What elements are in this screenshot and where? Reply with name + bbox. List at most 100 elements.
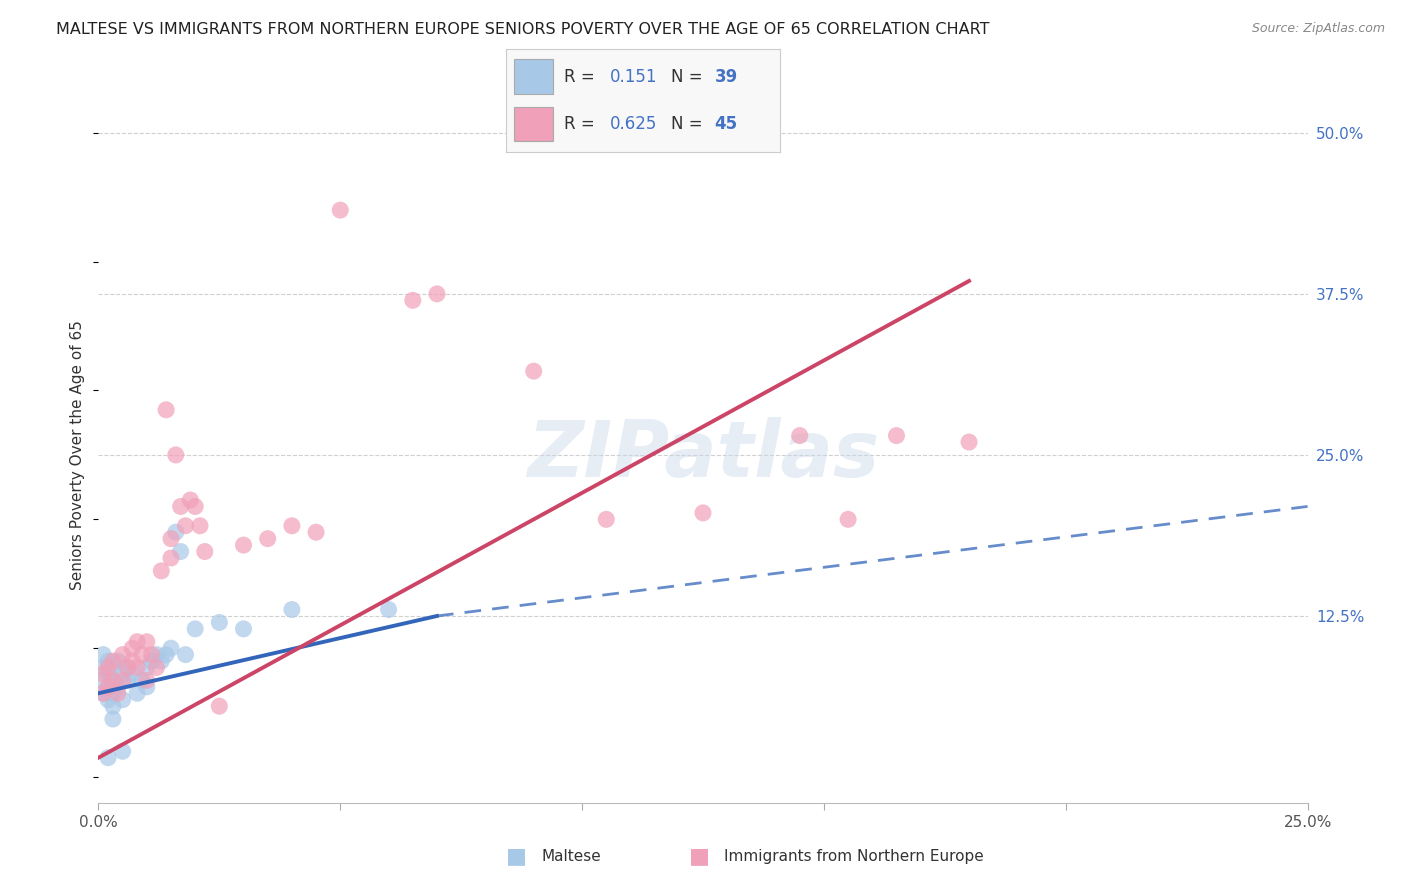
Point: [595, 512, 617, 526]
Text: Source: ZipAtlas.com: Source: ZipAtlas.com: [1251, 22, 1385, 36]
Point: [111, 667, 134, 681]
Point: [155, 402, 177, 417]
Point: [135, 673, 157, 688]
Point: [111, 692, 134, 706]
Text: R =: R =: [564, 68, 595, 86]
Point: [169, 500, 191, 514]
Point: [131, 673, 153, 688]
Text: 0.625: 0.625: [610, 115, 658, 133]
Point: [150, 654, 173, 668]
Point: [91, 648, 114, 662]
Point: [101, 712, 124, 726]
Point: [101, 673, 124, 688]
Point: [426, 286, 449, 301]
Point: [789, 428, 811, 442]
Point: [523, 364, 546, 378]
Text: Maltese: Maltese: [541, 849, 600, 863]
Point: [127, 686, 149, 700]
Point: [121, 667, 143, 681]
Point: [188, 518, 211, 533]
Text: R =: R =: [564, 115, 595, 133]
Point: [97, 692, 120, 706]
Point: [150, 564, 173, 578]
Text: 45: 45: [714, 115, 738, 133]
Point: [111, 648, 134, 662]
Point: [837, 512, 859, 526]
Point: [127, 660, 149, 674]
Point: [97, 680, 120, 694]
Point: [101, 654, 124, 668]
Point: [281, 602, 304, 616]
Bar: [515, 106, 553, 141]
Point: [329, 203, 352, 218]
Text: ■: ■: [506, 847, 527, 866]
Text: N =: N =: [671, 68, 702, 86]
Point: [91, 673, 114, 688]
Point: [135, 660, 157, 674]
Point: [91, 686, 114, 700]
Point: [117, 673, 139, 688]
Text: Immigrants from Northern Europe: Immigrants from Northern Europe: [724, 849, 984, 863]
Point: [131, 648, 153, 662]
Point: [127, 634, 149, 648]
Point: [135, 634, 157, 648]
Point: [160, 532, 183, 546]
Point: [97, 750, 120, 764]
Point: [184, 500, 207, 514]
Point: [232, 538, 254, 552]
Bar: [515, 59, 553, 95]
Y-axis label: Seniors Poverty Over the Age of 65: Seniors Poverty Over the Age of 65: [70, 320, 86, 590]
Point: [155, 648, 177, 662]
Point: [91, 686, 114, 700]
Point: [174, 648, 197, 662]
Point: [256, 532, 278, 546]
Point: [97, 654, 120, 668]
Point: [145, 648, 167, 662]
Point: [692, 506, 714, 520]
Point: [117, 660, 139, 674]
Point: [165, 525, 187, 540]
Point: [184, 622, 207, 636]
Point: [141, 654, 163, 668]
Point: [402, 293, 425, 308]
Point: [97, 660, 120, 674]
Point: [107, 680, 129, 694]
Point: [957, 435, 980, 450]
Point: [232, 622, 254, 636]
Point: [174, 518, 197, 533]
Point: [121, 641, 143, 656]
Point: [111, 744, 134, 758]
Point: [377, 602, 399, 616]
Point: [160, 551, 183, 566]
Point: [886, 428, 908, 442]
Point: [101, 686, 124, 700]
Point: [101, 660, 124, 674]
Point: [135, 680, 157, 694]
Text: ZIPatlas: ZIPatlas: [527, 417, 879, 493]
Point: [281, 518, 304, 533]
Point: [107, 686, 129, 700]
Point: [91, 667, 114, 681]
Point: [208, 699, 231, 714]
Point: [91, 660, 114, 674]
Point: [97, 667, 120, 681]
Point: [101, 699, 124, 714]
Point: [208, 615, 231, 630]
Point: [117, 660, 139, 674]
Text: N =: N =: [671, 115, 702, 133]
Point: [165, 448, 187, 462]
Text: 0.151: 0.151: [610, 68, 658, 86]
Point: [97, 680, 120, 694]
Text: 39: 39: [714, 68, 738, 86]
Point: [107, 654, 129, 668]
Point: [111, 673, 134, 688]
Point: [179, 493, 201, 508]
Text: ■: ■: [689, 847, 710, 866]
Point: [145, 660, 167, 674]
Point: [305, 525, 328, 540]
Point: [160, 641, 183, 656]
Text: MALTESE VS IMMIGRANTS FROM NORTHERN EUROPE SENIORS POVERTY OVER THE AGE OF 65 CO: MALTESE VS IMMIGRANTS FROM NORTHERN EURO…: [56, 22, 990, 37]
Point: [141, 648, 163, 662]
Point: [101, 673, 124, 688]
Point: [194, 544, 217, 558]
